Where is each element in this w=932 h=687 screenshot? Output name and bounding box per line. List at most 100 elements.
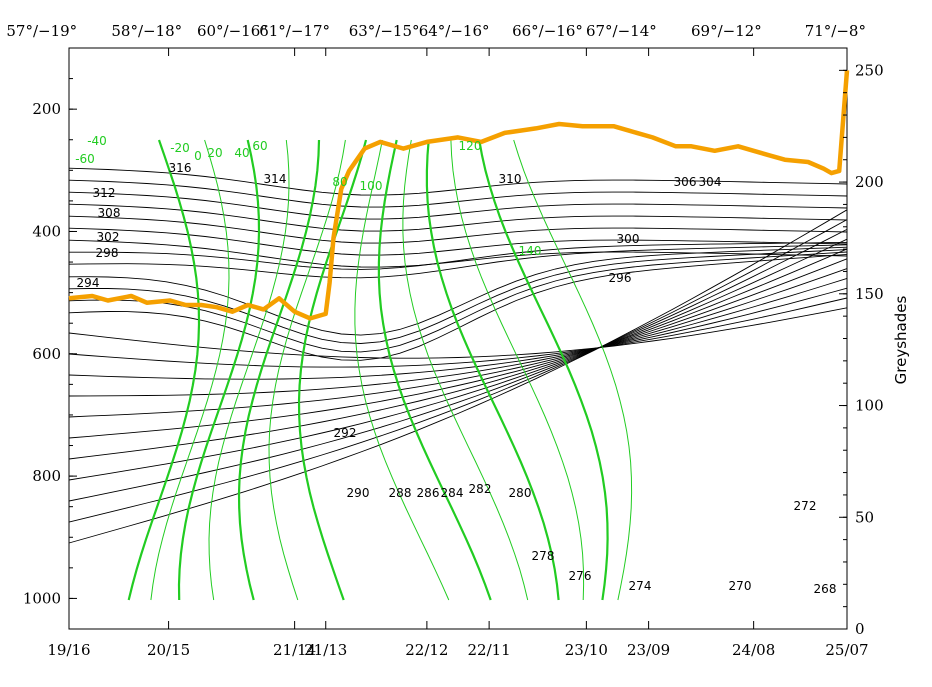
black-contour-label: 280 (509, 486, 532, 500)
green-contour-label: 80 (332, 175, 347, 189)
left-tick-label: 600 (32, 345, 61, 363)
black-contour-label: 312 (93, 186, 116, 200)
black-contour-label: 270 (729, 579, 752, 593)
green-contour-label: 60 (252, 139, 267, 153)
green-contour-line (354, 139, 450, 601)
top-tick-label: 67°/−14° (586, 22, 657, 40)
black-contour-line (68, 244, 848, 279)
top-tick-label: 64°/−16° (419, 22, 490, 40)
top-tick-label: 58°/−18° (111, 22, 182, 40)
black-contour-line (68, 215, 848, 244)
black-contour-label: 310 (499, 172, 522, 186)
series-layer (68, 70, 850, 321)
green-contour-line (513, 139, 633, 601)
series-line (68, 70, 850, 321)
black-contour-line (68, 209, 848, 544)
black-contour-label: 284 (441, 486, 464, 500)
black-contour-label: 278 (532, 549, 555, 563)
black-contour-label: 304 (699, 175, 722, 189)
black-contour-line (68, 277, 848, 397)
green-contour-label: 0 (194, 149, 202, 163)
black-contour-line (68, 307, 848, 359)
green-contour-line (425, 139, 560, 601)
green-contour-label: -60 (75, 152, 95, 166)
black-contour-label: 268 (814, 582, 837, 596)
top-tick-label: 57°/−19° (6, 22, 77, 40)
bottom-tick-label: 25/07 (825, 641, 868, 659)
black-contour-line (68, 268, 848, 418)
bottom-tick-label: 21/13 (304, 641, 347, 659)
green-contour-line (478, 139, 609, 601)
right-axis-label: Greyshades (892, 295, 910, 384)
green-contour-label: -40 (87, 134, 107, 148)
black-contour-line (68, 297, 848, 368)
black-contour-line (68, 203, 848, 232)
green-contours (127, 139, 633, 601)
top-tick-label: 63°/−15° (349, 22, 420, 40)
top-tick-label: 69°/−12° (691, 22, 762, 40)
black-contour-label: 306 (674, 175, 697, 189)
right-tick-label: 0 (855, 620, 865, 638)
black-contour-label: 300 (617, 232, 640, 246)
bottom-tick-label: 22/12 (405, 641, 448, 659)
bottom-tick-label: 21/14 (273, 641, 316, 659)
green-contour-line (402, 139, 529, 601)
black-contour-label: 302 (97, 230, 120, 244)
green-contour-line (268, 139, 346, 601)
green-contour-line (208, 139, 290, 601)
bottom-tick-label: 20/15 (147, 641, 190, 659)
right-tick-label: 150 (855, 285, 884, 303)
green-contour-label: 40 (234, 146, 249, 160)
green-contour-line (377, 139, 492, 601)
black-contour-label: 288 (389, 486, 412, 500)
black-contour-label: 294 (77, 276, 100, 290)
black-contour-label: 290 (347, 486, 370, 500)
right-tick-label: 200 (855, 173, 884, 191)
black-contour-label: 274 (629, 579, 652, 593)
green-contour-line (150, 139, 230, 601)
black-contour-line (68, 191, 848, 220)
bottom-tick-label: 23/09 (627, 641, 670, 659)
black-contour-label: 296 (609, 271, 632, 285)
black-contour-line (68, 251, 848, 353)
right-tick-label: 50 (855, 508, 874, 526)
black-contour-line (68, 219, 848, 523)
bottom-tick-label: 24/08 (732, 641, 775, 659)
black-contour-line (68, 287, 848, 380)
plot-area: 316 314 312 310 308 306 304 302 300 298 296 294 292 2… (68, 47, 850, 630)
left-tick-label: 200 (32, 100, 61, 118)
right-tick-label: 100 (855, 397, 884, 415)
green-contour-label: -20 (170, 141, 190, 155)
black-contour-label: 314 (264, 172, 287, 186)
black-contour-label: 286 (417, 486, 440, 500)
green-contour-label: 20 (207, 146, 222, 160)
green-contour-line (177, 139, 261, 601)
contour-labels: 316 314 312 310 308 306 304 302 300 298 296 294 292 2… (75, 134, 836, 596)
black-contour-line (68, 238, 848, 481)
left-tick-label: 1000 (23, 589, 61, 607)
black-contour-line (68, 239, 848, 268)
green-contour-label: 140 (519, 244, 542, 258)
black-contour-label: 316 (169, 161, 192, 175)
top-tick-label: 66°/−16° (512, 22, 583, 40)
black-contour-line (68, 248, 848, 460)
top-tick-label: 71°/−8° (805, 22, 866, 40)
black-contour-line (68, 167, 848, 196)
top-tick-label: 60°/−16° (197, 22, 268, 40)
left-tick-label: 400 (32, 222, 61, 240)
green-contour-line (127, 139, 201, 601)
black-contour-label: 292 (334, 426, 357, 440)
left-tick-label: 800 (32, 467, 61, 485)
black-contour-label: 308 (98, 206, 121, 220)
bottom-tick-label: 19/16 (47, 641, 90, 659)
black-contour-label: 298 (96, 246, 119, 260)
black-contour-label: 282 (469, 482, 492, 496)
right-tick-label: 250 (855, 61, 884, 79)
black-contour-line (69, 241, 848, 270)
green-contour-label: 100 (360, 179, 383, 193)
black-contour-label: 276 (569, 569, 592, 583)
bottom-tick-label: 22/11 (468, 641, 511, 659)
green-contour-line (297, 139, 368, 601)
